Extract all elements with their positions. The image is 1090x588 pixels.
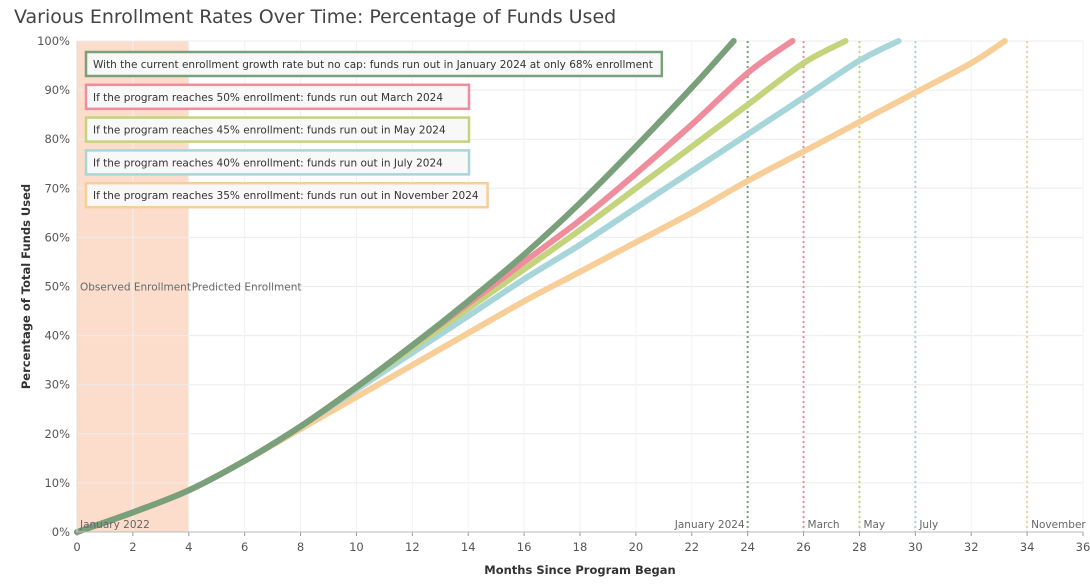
x-tick-label: 6 [241, 540, 248, 554]
annotation-4: If the program reaches 40% enrollment: f… [84, 149, 471, 176]
y-tick-label: 70% [44, 181, 70, 195]
y-tick-label: 80% [44, 132, 70, 146]
annotation-box-2 [84, 83, 471, 111]
annotation-text-3: If the program reaches 45% enrollment: f… [93, 125, 446, 137]
x-tick-label: 22 [684, 540, 699, 554]
start-date-label: January 2022 [79, 519, 150, 531]
x-axis-title: Months Since Program Began [484, 563, 676, 577]
runout-label-4: July [918, 519, 938, 531]
annotation-box-4 [84, 149, 471, 176]
y-axis-title: Percentage of Total Funds Used [19, 184, 33, 389]
annotation-5: If the program reaches 35% enrollment: f… [84, 181, 489, 209]
x-tick-label: 0 [73, 540, 80, 554]
annotation-box-5 [84, 181, 489, 209]
runout-label-1: January 2024 [674, 519, 745, 531]
x-tick-label: 16 [517, 540, 532, 554]
annotation-box-3 [84, 116, 471, 143]
chart-title: Various Enrollment Rates Over Time: Perc… [14, 6, 617, 28]
annotation-text-5: If the program reaches 35% enrollment: f… [93, 190, 479, 202]
x-tick-label: 4 [185, 540, 192, 554]
x-tick-label: 26 [796, 540, 811, 554]
x-tick-label: 8 [297, 540, 304, 554]
y-tick-label: 0% [52, 525, 70, 539]
y-tick-label: 50% [44, 280, 70, 294]
x-tick-label: 10 [349, 540, 364, 554]
annotation-box-1 [84, 50, 664, 78]
x-tick-label: 28 [852, 540, 867, 554]
annotation-2: If the program reaches 50% enrollment: f… [84, 83, 471, 111]
x-tick-label: 18 [573, 540, 588, 554]
y-tick-label: 30% [44, 378, 70, 392]
predicted-enrollment-label: Predicted Enrollment [192, 282, 302, 294]
x-tick-label: 12 [405, 540, 420, 554]
observed-enrollment-label: Observed Enrollment [80, 282, 191, 294]
runout-label-2: March [808, 519, 840, 531]
x-tick-label: 20 [629, 540, 644, 554]
x-tick-label: 2 [129, 540, 136, 554]
y-tick-label: 40% [44, 329, 70, 343]
annotation-text-1: With the current enrollment growth rate … [93, 59, 653, 71]
annotation-text-4: If the program reaches 40% enrollment: f… [93, 157, 443, 169]
annotation-text-2: If the program reaches 50% enrollment: f… [93, 92, 443, 104]
y-tick-label: 10% [44, 476, 70, 490]
y-tick-label: 20% [44, 427, 70, 441]
annotation-1: With the current enrollment growth rate … [84, 50, 664, 78]
x-tick-label: 14 [461, 540, 476, 554]
y-tick-label: 60% [44, 230, 70, 244]
x-tick-label: 32 [964, 540, 979, 554]
y-tick-label: 100% [37, 34, 70, 48]
x-tick-label: 24 [740, 540, 755, 554]
runout-label-5: November [1031, 519, 1086, 531]
runout-label-3: May [863, 519, 885, 531]
y-tick-label: 90% [44, 83, 70, 97]
annotation-3: If the program reaches 45% enrollment: f… [84, 116, 471, 143]
x-tick-label: 34 [1020, 540, 1035, 554]
series-line-1 [74, 38, 737, 535]
x-tick-label: 36 [1076, 540, 1090, 554]
x-tick-label: 30 [908, 540, 923, 554]
